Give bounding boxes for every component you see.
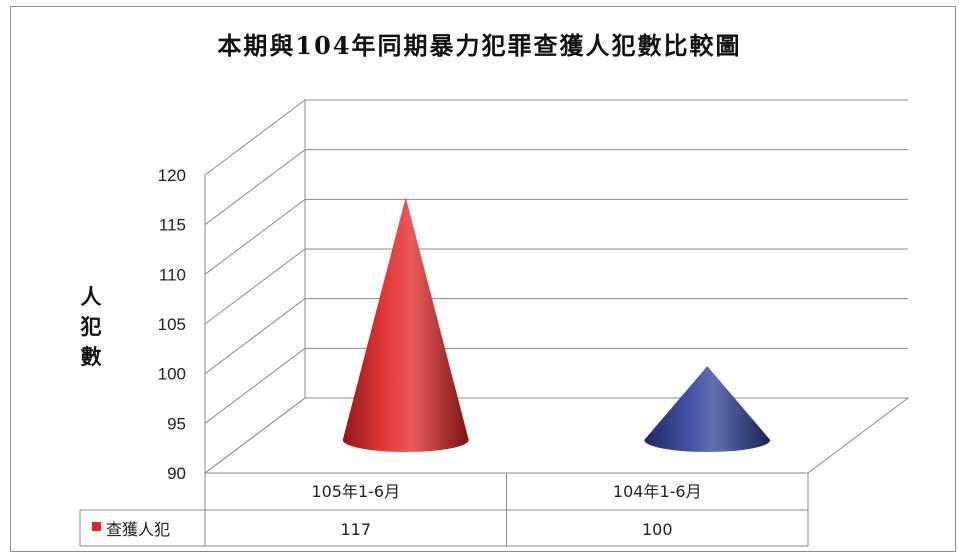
y-tick-label: 95 [167, 414, 186, 433]
legend-key-swatch [92, 522, 101, 531]
y-tick-label: 100 [158, 365, 186, 384]
gridline [204, 248, 908, 325]
cone-2 [644, 366, 771, 452]
y-tick-label: 115 [159, 216, 186, 235]
x-category-label: 104年1-6月 [613, 482, 702, 501]
x-category-label: 105年1-6月 [311, 482, 400, 501]
cone-1 [342, 197, 469, 452]
data-table-value: 117 [340, 520, 371, 539]
gridline [204, 397, 908, 474]
gridline [204, 298, 908, 375]
y-axis-label-char: 人 [80, 284, 102, 309]
gridline [204, 149, 908, 226]
y-tick-label: 110 [159, 265, 186, 284]
data-table-value: 100 [642, 520, 673, 539]
chart-frame [10, 6, 956, 552]
chart-title: 本期與104年同期暴力犯罪查獲人犯數比較圖 [217, 31, 742, 60]
y-axis-label-char: 數 [80, 344, 102, 369]
y-axis-label-char: 犯 [80, 314, 102, 339]
y-tick-label: 90 [167, 464, 186, 483]
y-axis-label: 人犯數 [78, 282, 104, 372]
gridline [204, 198, 908, 275]
y-tick-label: 105 [158, 315, 186, 334]
chart-floor [203, 397, 910, 474]
legend-row-label: 查獲人犯 [106, 520, 170, 539]
gridline [204, 347, 908, 424]
y-tick-label: 120 [158, 166, 186, 185]
gridline [204, 99, 908, 176]
